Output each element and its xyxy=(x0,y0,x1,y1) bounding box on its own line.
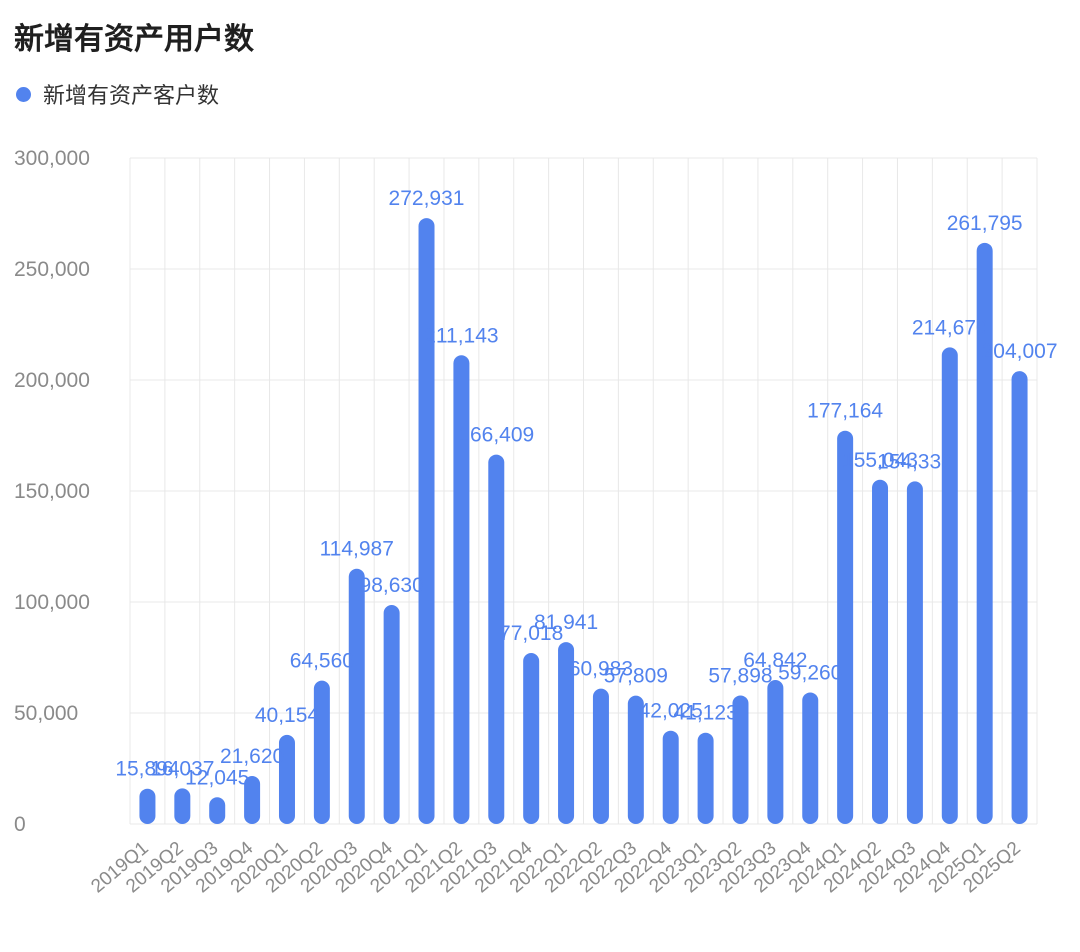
legend-marker xyxy=(16,86,31,102)
bar[interactable] xyxy=(872,479,889,824)
data-label: 64,842 xyxy=(743,649,807,672)
bar[interactable] xyxy=(558,642,575,824)
bar[interactable] xyxy=(523,653,540,824)
bar[interactable] xyxy=(209,797,226,824)
y-tick-label: 50,000 xyxy=(14,702,78,725)
bar[interactable] xyxy=(592,688,609,824)
bar[interactable] xyxy=(1011,371,1028,824)
data-label: 59,260 xyxy=(778,661,842,684)
data-label: 12,045 xyxy=(185,766,249,789)
data-label: 214,670 xyxy=(912,316,988,339)
data-label: 261,795 xyxy=(947,212,1023,235)
bar[interactable] xyxy=(313,680,330,824)
data-label: 42,025 xyxy=(639,700,703,723)
data-label: 15,894 xyxy=(115,758,180,781)
y-tick-label: 300,000 xyxy=(14,147,90,170)
bar[interactable] xyxy=(837,430,854,824)
bar[interactable] xyxy=(941,347,958,824)
bar[interactable] xyxy=(383,605,400,824)
bar[interactable] xyxy=(174,788,191,824)
bar[interactable] xyxy=(418,218,435,824)
bar[interactable] xyxy=(767,680,784,824)
bar[interactable] xyxy=(348,568,365,824)
data-label: 155,043 xyxy=(842,449,918,472)
y-tick-label: 0 xyxy=(14,813,26,836)
data-label: 40,154 xyxy=(255,704,320,727)
y-tick-label: 200,000 xyxy=(14,369,90,392)
bars xyxy=(139,218,1028,825)
bar[interactable] xyxy=(139,788,156,824)
bar[interactable] xyxy=(662,730,679,824)
grid xyxy=(129,157,1038,825)
data-label: 41,123 xyxy=(673,702,737,725)
y-tick-label: 100,000 xyxy=(14,591,90,614)
bar[interactable] xyxy=(976,242,993,825)
data-label: 211,143 xyxy=(424,324,498,347)
x-axis: 2019Q12019Q22019Q32019Q42020Q12020Q22020… xyxy=(87,837,1024,897)
bar[interactable] xyxy=(697,732,714,824)
data-label: 64,560 xyxy=(290,650,354,673)
data-label: 77,018 xyxy=(499,622,563,645)
data-label: 81,941 xyxy=(534,611,598,634)
bar[interactable] xyxy=(627,695,644,824)
bar[interactable] xyxy=(488,454,505,824)
y-tick-label: 150,000 xyxy=(14,480,90,503)
data-label: 166,409 xyxy=(458,424,534,447)
data-label: 154,330 xyxy=(877,450,953,473)
data-label: 114,987 xyxy=(320,538,394,561)
bar[interactable] xyxy=(802,692,819,824)
data-label: 60,983 xyxy=(569,658,633,681)
data-label: 21,620 xyxy=(220,745,284,768)
y-axis: 0 50,000 100,000 150,000 200,000 250,000 300,0… xyxy=(14,147,90,836)
bar[interactable] xyxy=(453,355,470,824)
bar[interactable] xyxy=(906,481,923,824)
data-label: 57,898 xyxy=(708,664,772,687)
bar[interactable] xyxy=(278,734,295,824)
legend[interactable]: 新增有资产客户数 xyxy=(16,78,219,110)
data-label: 98,630 xyxy=(360,574,424,597)
data-label: 16,037 xyxy=(150,757,214,780)
bar[interactable] xyxy=(732,695,749,824)
data-label: 272,931 xyxy=(389,187,465,210)
legend-label: 新增有资产客户数 xyxy=(43,84,220,109)
chart-title: 新增有资产用户数 xyxy=(14,22,254,57)
data-label: 204,007 xyxy=(982,340,1058,363)
data-label: 57,809 xyxy=(604,665,668,688)
data-label: 177,164 xyxy=(807,400,883,423)
bar[interactable] xyxy=(244,776,261,824)
y-tick-label: 250,000 xyxy=(14,258,90,281)
